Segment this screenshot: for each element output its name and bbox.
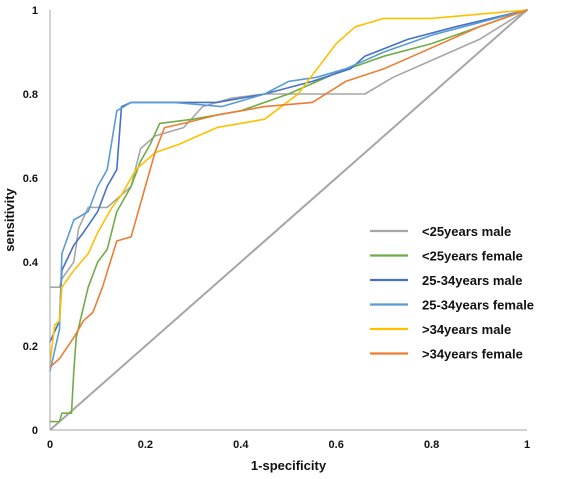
series-line-2 — [49, 9, 528, 423]
reference-diagonal-line — [49, 9, 528, 431]
legend-label: >34years female — [422, 347, 523, 362]
axes — [49, 10, 527, 431]
y-tick-label: 0.2 — [23, 341, 38, 353]
legend-label: 25-34years female — [422, 298, 534, 313]
y-tick-label: 0.6 — [23, 173, 38, 185]
x-tick-label: 1 — [524, 439, 530, 451]
y-tick-label: 0.8 — [23, 89, 38, 101]
x-tick-label: 0.6 — [329, 439, 344, 451]
x-tick-label: 0.8 — [424, 439, 439, 451]
legend-label: >34years male — [422, 322, 511, 337]
series-line-5 — [49, 9, 528, 364]
legend-label: <25years male — [422, 224, 511, 239]
y-tick-label: 1 — [32, 5, 38, 17]
y-axis-title: sensitivity — [2, 187, 17, 251]
tick-labels: 0 0.2 0.4 0.6 0.8 1 0 0.2 0.4 0.6 0.8 1 — [23, 5, 530, 451]
series-line-1 — [49, 9, 528, 288]
legend-label: <25years female — [422, 249, 523, 264]
y-tick-label: 0 — [32, 425, 38, 437]
y-tick-label: 0.4 — [23, 257, 39, 269]
series-line-6 — [49, 9, 528, 368]
series-line-3 — [49, 9, 528, 343]
legend-label: 25-34years male — [422, 273, 522, 288]
roc-curves — [49, 9, 528, 431]
x-tick-label: 0.2 — [138, 439, 153, 451]
x-tick-label: 0.4 — [233, 439, 249, 451]
legend: <25years male <25years female 25-34years m… — [370, 224, 534, 362]
x-axis-title: 1-specificity — [251, 458, 327, 473]
series-line-4 — [49, 9, 528, 372]
x-tick-label: 0 — [47, 439, 53, 451]
